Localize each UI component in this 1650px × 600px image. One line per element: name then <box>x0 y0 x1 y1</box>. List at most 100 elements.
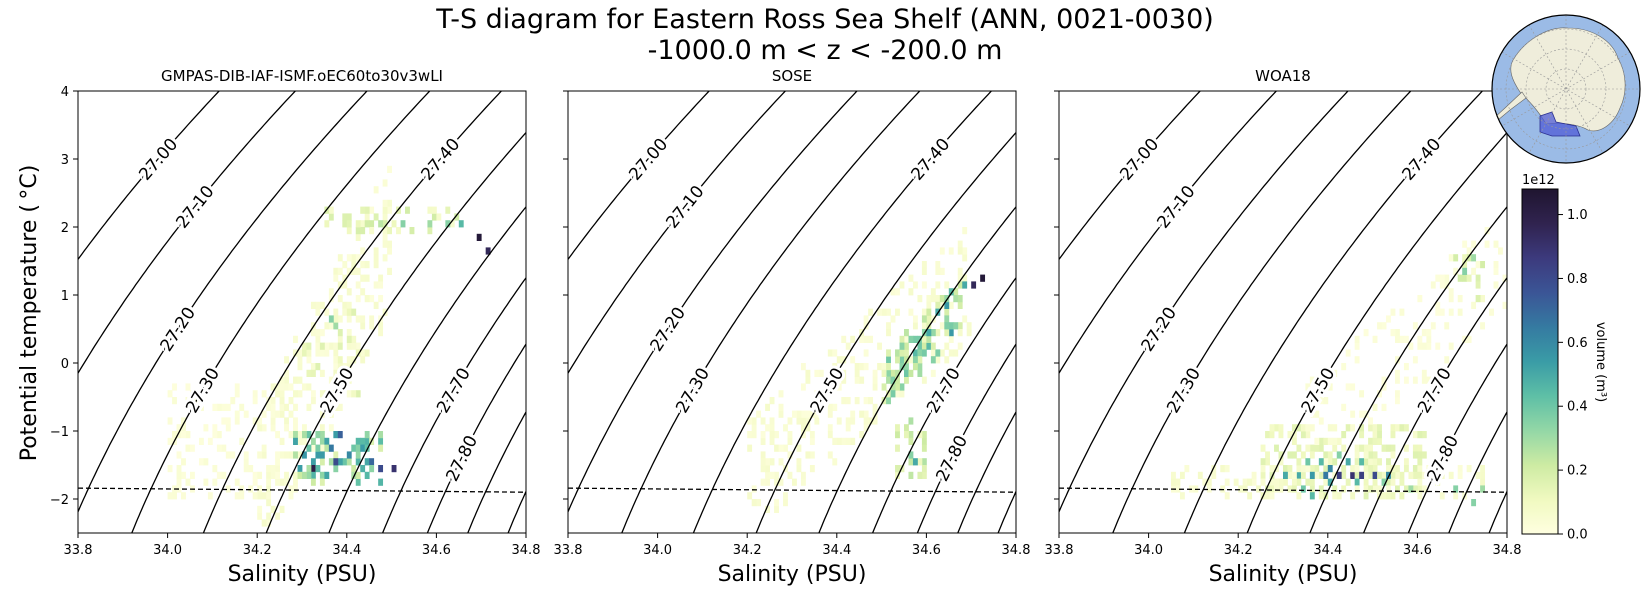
heatmap-cell <box>1265 451 1270 459</box>
heatmap-cell <box>800 431 806 439</box>
heatmap-cell <box>181 424 186 432</box>
heatmap-cell <box>774 505 779 513</box>
freezing-line <box>78 487 526 493</box>
heatmap-cell <box>886 308 891 316</box>
heatmap-cell <box>252 417 258 425</box>
density-contour-label: 27.10 <box>662 182 708 232</box>
heatmap-cell <box>1278 478 1284 486</box>
heatmap-cell <box>1287 451 1293 459</box>
heatmap-cell <box>378 274 384 282</box>
heatmap-cell <box>252 492 258 500</box>
heatmap-cell <box>270 465 276 473</box>
heatmap-cell <box>921 335 927 343</box>
heatmap-cell <box>1332 458 1338 466</box>
heatmap-cell <box>1305 444 1311 452</box>
x-tick-label: 34.2 <box>243 543 272 558</box>
heatmap-cell <box>1296 478 1302 486</box>
heatmap-cell <box>351 356 357 364</box>
heatmap-cell <box>355 233 361 241</box>
panel-title: WOA18 <box>1255 67 1311 85</box>
heatmap-cell <box>1395 390 1400 398</box>
density-contour-label: 27.40 <box>908 135 955 185</box>
density-contour <box>692 91 992 533</box>
heatmap-cell <box>1372 403 1378 411</box>
density-contour <box>1059 91 1277 375</box>
heatmap-cell <box>908 437 914 445</box>
heatmap-cell <box>234 492 240 500</box>
heatmap-cell <box>257 417 263 425</box>
heatmap-cell <box>431 213 437 221</box>
heatmap-cell <box>261 390 267 398</box>
heatmap-cell <box>181 492 186 500</box>
heatmap-cell <box>1318 397 1324 405</box>
heatmap-cell <box>436 213 442 221</box>
heatmap-cell <box>1466 465 1472 473</box>
heatmap-cell <box>315 363 321 371</box>
heatmap-cell <box>319 342 325 350</box>
heatmap-cell <box>1417 295 1423 303</box>
heatmap-cell <box>1368 465 1373 473</box>
heatmap-cell <box>890 288 896 296</box>
heatmap-cell <box>275 383 280 391</box>
heatmap-cell <box>760 437 766 445</box>
heatmap-cell <box>257 451 263 459</box>
heatmap-cell <box>1269 492 1275 500</box>
heatmap-cell <box>805 376 811 384</box>
heatmap-cell <box>1462 267 1468 275</box>
heatmap-cell <box>1417 431 1423 439</box>
heatmap-cell <box>765 424 770 432</box>
heatmap-cell <box>369 227 375 235</box>
heatmap-cell <box>266 403 272 411</box>
heatmap-cell <box>324 397 330 405</box>
heatmap-cell <box>921 349 927 357</box>
heatmap-cell <box>1211 471 1217 479</box>
heatmap-cell <box>1448 308 1454 316</box>
density-contour-label: 27.40 <box>1399 135 1446 185</box>
heatmap-cell <box>895 349 900 357</box>
heatmap-cell <box>921 458 927 466</box>
heatmap-cell <box>930 288 936 296</box>
heatmap-cell <box>1421 451 1427 459</box>
heatmap-cell <box>302 424 307 432</box>
heatmap-cell <box>1291 424 1297 432</box>
heatmap-cell <box>930 369 936 377</box>
heatmap-cell <box>1421 376 1427 384</box>
heatmap-cell <box>266 478 272 486</box>
heatmap-cell <box>944 301 950 309</box>
heatmap-cell <box>288 431 294 439</box>
heatmap-cell <box>1318 444 1324 452</box>
heatmap-cell <box>1372 437 1378 445</box>
heatmap-cell <box>908 417 914 425</box>
heatmap-cell <box>877 308 882 316</box>
heatmap-cell <box>1403 458 1409 466</box>
heatmap-cell <box>1341 403 1347 411</box>
heatmap-cell <box>266 471 272 479</box>
heatmap-cell <box>1412 465 1418 473</box>
heatmap-cell <box>1368 424 1373 432</box>
heatmap-cell <box>966 329 972 337</box>
heatmap-cell <box>346 458 352 466</box>
heatmap-cell <box>809 465 815 473</box>
heatmap-cell <box>1408 342 1414 350</box>
heatmap-cell <box>904 376 909 384</box>
heatmap-cell <box>1421 329 1427 337</box>
heatmap-cell <box>346 288 352 296</box>
heatmap-cell <box>783 444 788 452</box>
figure-title-line2: -1000.0 m < z < -200.0 m <box>648 35 1003 66</box>
heatmap-cell <box>1309 424 1315 432</box>
heatmap-cell <box>355 254 361 262</box>
heatmap-cell <box>845 424 851 432</box>
heatmap-cell <box>176 431 182 439</box>
heatmap-cell <box>1287 485 1293 493</box>
heatmap-cell <box>346 301 352 309</box>
heatmap-cell <box>868 417 874 425</box>
heatmap-cell <box>1309 376 1315 384</box>
heatmap-cell <box>1220 465 1226 473</box>
heatmap-cell <box>778 410 784 418</box>
heatmap-cell <box>360 356 366 364</box>
heatmap-cell <box>1475 261 1481 269</box>
heatmap-cell <box>863 397 869 405</box>
heatmap-cell <box>342 220 348 228</box>
heatmap-cell <box>1274 444 1279 452</box>
heatmap-cell <box>1345 383 1351 391</box>
